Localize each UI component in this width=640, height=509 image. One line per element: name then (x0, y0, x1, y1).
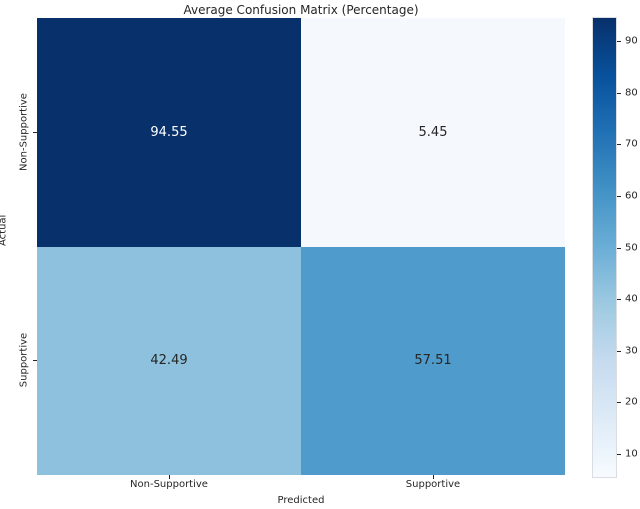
colorbar-tickmark (617, 144, 621, 146)
heatmap-cell-actual-supportive-pred-supportive: 57.51 (301, 246, 565, 475)
cell-value: 94.55 (150, 124, 188, 140)
colorbar-tick-label: 80 (625, 87, 638, 99)
y-tick-label-nonsupportive: Non-Supportive (18, 93, 30, 171)
colorbar (592, 17, 617, 478)
y-tickmark (33, 360, 37, 361)
heatmap-plot-area: 94.55 5.45 42.49 57.51 (37, 18, 565, 475)
colorbar-tick-label: 10 (625, 448, 638, 460)
colorbar-tick-label: 20 (625, 396, 638, 408)
heatmap-cell-actual-nonsupportive-pred-supportive: 5.45 (301, 18, 565, 247)
y-tick-label-supportive: Supportive (18, 332, 30, 388)
x-tick-label-supportive: Supportive (405, 479, 461, 490)
x-tickmark (433, 475, 434, 479)
cell-value: 42.49 (150, 353, 188, 369)
colorbar-tickmark (617, 299, 621, 300)
colorbar-tick-label: 70 (625, 138, 638, 150)
colorbar-tick-label: 40 (625, 293, 638, 305)
cell-value: 57.51 (414, 353, 452, 369)
colorbar-tickmark (617, 402, 621, 404)
colorbar-tick-label: 30 (625, 345, 638, 357)
colorbar-tickmark (617, 247, 621, 249)
y-axis-label: Actual (0, 214, 9, 246)
colorbar-tick-label: 50 (625, 242, 638, 253)
chart-title: Average Confusion Matrix (Percentage) (183, 3, 419, 17)
x-axis-label: Predicted (277, 495, 325, 506)
colorbar-tick-label: 90 (625, 35, 638, 47)
x-tickmark (169, 475, 170, 479)
colorbar-tickmark (617, 92, 621, 94)
x-tick-label-nonsupportive: Non-Supportive (130, 479, 208, 490)
colorbar-tickmark (617, 453, 621, 455)
colorbar-tickmark (617, 350, 621, 352)
colorbar-tick-label: 60 (625, 190, 638, 202)
colorbar-tickmark (617, 41, 621, 43)
heatmap-cell-actual-nonsupportive-pred-nonsupportive: 94.55 (37, 18, 301, 247)
heatmap-cell-actual-supportive-pred-nonsupportive: 42.49 (37, 246, 301, 475)
colorbar-tickmark (617, 195, 621, 197)
y-tickmark (33, 132, 37, 133)
cell-value: 5.45 (418, 124, 448, 140)
